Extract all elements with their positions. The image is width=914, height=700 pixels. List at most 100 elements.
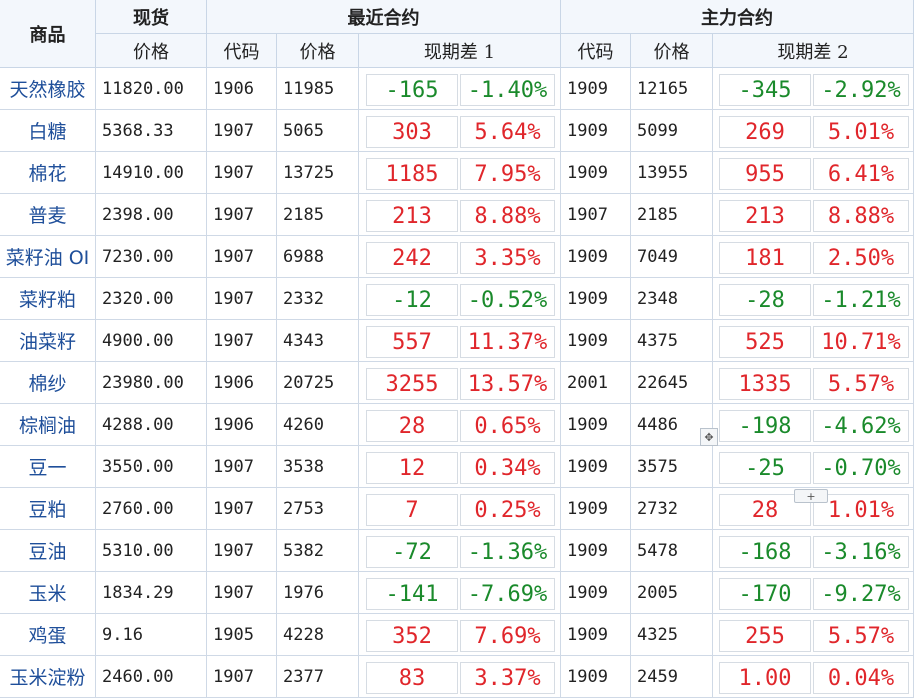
basis-2-diff: 955	[719, 158, 811, 190]
product-name: 豆粕	[0, 488, 96, 530]
spot-price: 5310.00	[96, 530, 207, 572]
main-price: 5099	[631, 110, 713, 152]
basis-2-diff: -345	[719, 74, 811, 106]
spot-price: 5368.33	[96, 110, 207, 152]
main-price: 5478	[631, 530, 713, 572]
nearest-code: 1907	[207, 152, 277, 194]
basis-1-diff: 213	[366, 200, 458, 232]
basis-2-diff: 269	[719, 116, 811, 148]
main-code: 2001	[561, 362, 631, 404]
basis-1-diff: 352	[366, 620, 458, 652]
nearest-code: 1907	[207, 656, 277, 698]
spot-price: 2320.00	[96, 278, 207, 320]
nearest-price: 20725	[277, 362, 359, 404]
basis-1-pct: -7.69%	[460, 578, 555, 610]
basis-1-diff: 1185	[366, 158, 458, 190]
product-name: 豆一	[0, 446, 96, 488]
nearest-price: 13725	[277, 152, 359, 194]
spot-price: 11820.00	[96, 68, 207, 110]
product-name: 豆油	[0, 530, 96, 572]
header-spot-price: 价格	[96, 34, 207, 68]
nearest-price: 2332	[277, 278, 359, 320]
basis-2-diff: 28	[719, 494, 811, 526]
nearest-code: 1907	[207, 110, 277, 152]
add-row-button[interactable]: +	[794, 489, 828, 503]
basis-1-group	[359, 278, 561, 320]
header-nearest-code: 代码	[207, 34, 277, 68]
main-code: 1909	[561, 320, 631, 362]
basis-2-diff: -28	[719, 284, 811, 316]
nearest-code: 1907	[207, 194, 277, 236]
basis-1-diff: -165	[366, 74, 458, 106]
product-name: 棕榈油	[0, 404, 96, 446]
basis-1-pct: 0.25%	[460, 494, 555, 526]
main-price: 2732	[631, 488, 713, 530]
main-code: 1909	[561, 572, 631, 614]
basis-2-pct: 0.04%	[813, 662, 909, 694]
main-price: 3575	[631, 446, 713, 488]
product-name: 棉花	[0, 152, 96, 194]
nearest-code: 1905	[207, 614, 277, 656]
basis-2-pct: 1.01%	[813, 494, 909, 526]
main-code: 1909	[561, 488, 631, 530]
main-price: 22645	[631, 362, 713, 404]
basis-2-pct: 10.71%	[813, 326, 909, 358]
nearest-price: 2185	[277, 194, 359, 236]
basis-1-group	[359, 68, 561, 110]
move-icon[interactable]: ✥	[700, 428, 718, 446]
basis-1-pct: 3.37%	[460, 662, 555, 694]
main-code: 1909	[561, 446, 631, 488]
basis-2-pct: 5.57%	[813, 368, 909, 400]
basis-1-pct: -0.52%	[460, 284, 555, 316]
nearest-price: 3538	[277, 446, 359, 488]
basis-1-group	[359, 614, 561, 656]
main-price: 2348	[631, 278, 713, 320]
nearest-code: 1906	[207, 68, 277, 110]
header-main-contract: 主力合约	[561, 0, 914, 34]
basis-1-group	[359, 110, 561, 152]
header-basis-2: 现期差 2	[713, 34, 914, 68]
basis-2-diff: 525	[719, 326, 811, 358]
product-name: 菜籽粕	[0, 278, 96, 320]
nearest-price: 6988	[277, 236, 359, 278]
header-product: 商品	[0, 0, 96, 68]
basis-2-diff: 181	[719, 242, 811, 274]
nearest-price: 5065	[277, 110, 359, 152]
nearest-price: 4343	[277, 320, 359, 362]
basis-1-diff: 303	[366, 116, 458, 148]
basis-2-pct: 6.41%	[813, 158, 909, 190]
basis-2-diff: 213	[719, 200, 811, 232]
basis-2-pct: -1.21%	[813, 284, 909, 316]
basis-1-group	[359, 362, 561, 404]
product-name: 普麦	[0, 194, 96, 236]
basis-2-diff: 1.00	[719, 662, 811, 694]
product-name: 鸡蛋	[0, 614, 96, 656]
basis-2-pct: 8.88%	[813, 200, 909, 232]
spot-price: 9.16	[96, 614, 207, 656]
product-name: 油菜籽	[0, 320, 96, 362]
basis-1-diff: 12	[366, 452, 458, 484]
main-code: 1909	[561, 236, 631, 278]
basis-2-diff: 1335	[719, 368, 811, 400]
basis-1-pct: 5.64%	[460, 116, 555, 148]
main-price: 7049	[631, 236, 713, 278]
nearest-price: 4260	[277, 404, 359, 446]
main-code: 1909	[561, 68, 631, 110]
nearest-code: 1907	[207, 278, 277, 320]
basis-1-group	[359, 320, 561, 362]
basis-1-diff: -141	[366, 578, 458, 610]
basis-1-diff: -72	[366, 536, 458, 568]
main-code: 1909	[561, 530, 631, 572]
spot-price: 23980.00	[96, 362, 207, 404]
product-name: 天然橡胶	[0, 68, 96, 110]
spot-price: 4288.00	[96, 404, 207, 446]
nearest-code: 1907	[207, 488, 277, 530]
nearest-code: 1907	[207, 530, 277, 572]
basis-1-diff: 557	[366, 326, 458, 358]
header-main-code: 代码	[561, 34, 631, 68]
nearest-price: 11985	[277, 68, 359, 110]
basis-2-diff: -25	[719, 452, 811, 484]
main-code: 1909	[561, 614, 631, 656]
product-name: 玉米淀粉	[0, 656, 96, 698]
